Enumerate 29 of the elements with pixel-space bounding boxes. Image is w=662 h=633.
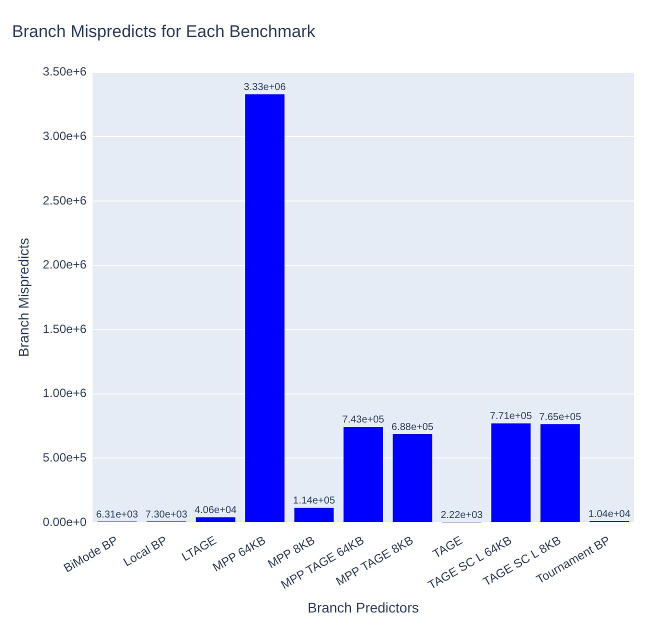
data-label: 7.71e+05 (490, 411, 532, 422)
bar (294, 508, 334, 522)
data-label: 6.88e+05 (391, 422, 434, 433)
data-label: 7.30e+03 (145, 509, 188, 520)
y-axis-title: Branch Mispredicts (15, 238, 32, 357)
bar (392, 434, 432, 522)
data-label: 6.31e+03 (96, 509, 139, 520)
data-label: 7.65e+05 (539, 412, 582, 423)
bar (196, 517, 236, 522)
bar (245, 94, 284, 522)
data-label: 4.06e+04 (194, 505, 237, 516)
data-label: 2.22e+03 (440, 510, 484, 521)
y-tick-label: 1.50e+6 (42, 322, 87, 336)
y-tick-label: 5.00e+5 (42, 450, 87, 464)
data-label: 1.14e+05 (293, 496, 336, 507)
x-axis-title: Branch Predictors (308, 599, 419, 616)
bar (491, 423, 531, 522)
y-tick-label: 2.50e+6 (42, 193, 87, 208)
y-tick-label: 3.00e+6 (42, 129, 87, 144)
bar (344, 426, 383, 522)
data-label: 7.43e+05 (342, 414, 385, 426)
data-label: 3.33e+06 (244, 82, 286, 94)
y-tick-label: 2.00e+6 (42, 258, 87, 272)
y-tick-label: 0.00e+0 (42, 514, 87, 529)
chart-title: Branch Mispredicts for Each Benchmark (12, 22, 316, 41)
data-label: 1.04e+04 (588, 508, 631, 520)
bar (540, 424, 580, 522)
y-tick-label: 1.00e+6 (42, 386, 87, 400)
y-tick-label: 3.50e+6 (42, 64, 87, 79)
